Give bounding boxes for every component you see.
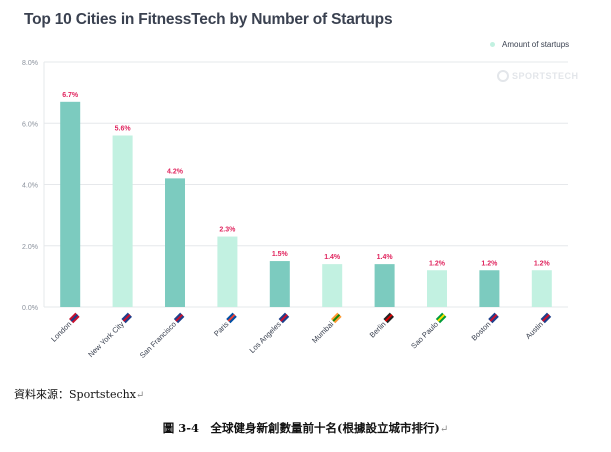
x-tick-label: Boston [470,320,493,343]
x-tick-label: Berlin [368,320,388,340]
flag-part [437,314,445,322]
x-tick: Paris [212,312,237,338]
br-flag-icon [435,312,447,324]
us-flag-icon [173,312,185,324]
data-label: 5.6% [115,126,132,133]
flag-part [542,314,550,322]
data-label: 1.2% [481,260,498,267]
de-flag-icon [383,312,395,324]
y-tick-label: 0.0% [22,305,38,312]
flag-part [227,314,236,322]
chart-legend: Amount of startups [490,40,569,49]
flag-part [489,314,498,322]
watermark-logo: SPORTSTECH [497,70,579,82]
us-flag-icon [278,312,290,324]
x-tick: Berlin [368,312,395,340]
bar-los-angeles [269,261,290,307]
x-tick: Austin [524,312,552,341]
chart-title: Top 10 Cities in FitnessTech by Number o… [24,11,393,28]
in-flag-icon [331,312,342,324]
watermark-text: SPORTSTECH [512,71,579,81]
figure-caption: 圖 3-4 全球健身新創數量前十名(根據設立城市排行)↵ [0,420,611,436]
bar-berlin [374,264,395,307]
x-tick-label: Mumbai [310,319,335,344]
bar-mumbai [322,264,343,307]
x-tick-label: Los Angeles [248,319,283,354]
data-labels: 6.7% 5.6% 4.2% 2.3% 1.5% 1.4% 1.4% 1.2% 1.2% 1.2% [62,92,550,267]
bar-san-francisco [165,178,185,307]
bar-austin [531,270,552,307]
data-label: 6.7% [62,92,79,99]
y-tick-label: 2.0% [22,244,38,251]
paragraph-mark-icon: ↵ [135,390,145,401]
bar-sao-paulo [427,270,447,307]
flag-part [70,314,79,322]
x-tick-label: Austin [524,320,545,341]
y-axis-ticks: 0.0% 2.0% 4.0% 6.0% 8.0% [22,60,38,312]
flag-part [332,314,341,322]
bar-london [60,101,81,307]
x-tick: London [49,312,80,344]
data-label: 1.2% [534,260,551,267]
x-axis-ticks: London New York City San Francisco Paris Los… [49,312,552,360]
x-tick-label: San Francisco [138,320,178,360]
sportstech-logo-icon [497,70,509,82]
y-tick-label: 4.0% [22,183,38,190]
y-tick-label: 8.0% [22,60,38,67]
data-label: 1.2% [429,260,446,267]
x-tick-label: New York City [86,319,126,359]
source-text: 資料來源：Sportstechx [14,388,136,401]
bar-paris [217,236,238,307]
flag-part [122,314,131,322]
x-tick-label: Sao Paulo [409,320,440,351]
paragraph-mark-icon: ↵ [439,424,449,435]
data-label: 1.4% [324,254,341,261]
flag-part [384,314,393,322]
x-tick-label: Paris [212,319,231,338]
us-flag-icon [121,312,133,324]
x-tick-label: London [49,320,73,344]
data-label: 1.5% [272,251,289,258]
data-label: 4.2% [167,168,184,175]
gb-flag-icon [69,312,80,324]
x-tick: San Francisco [138,312,185,360]
legend-label: Amount of startups [502,40,570,49]
caption-text: 圖 3-4 全球健身新創數量前十名(根據設立城市排行) [162,421,440,435]
x-tick: Sao Paulo [409,312,447,351]
x-tick: Los Angeles [248,312,290,355]
data-label: 1.4% [377,254,394,261]
data-label: 2.3% [219,227,236,234]
bars [60,101,552,307]
us-flag-icon [488,312,499,324]
x-tick: Mumbai [310,312,342,345]
bar-new-york-city [112,135,133,307]
flag-part [280,314,288,322]
bar-boston [479,270,500,307]
x-tick: Boston [470,312,499,343]
fr-flag-icon [226,312,237,324]
legend-swatch [490,42,495,47]
x-tick: New York City [86,312,133,359]
source-note: 資料來源：Sportstechx↵ [14,386,144,402]
flag-part [175,314,183,322]
y-tick-label: 6.0% [22,121,38,128]
us-flag-icon [540,312,552,324]
bar-chart: 0.0% 2.0% 4.0% 6.0% 8.0% 6.7% 5.6% 4.2% 2.3% 1.5… [22,60,568,360]
